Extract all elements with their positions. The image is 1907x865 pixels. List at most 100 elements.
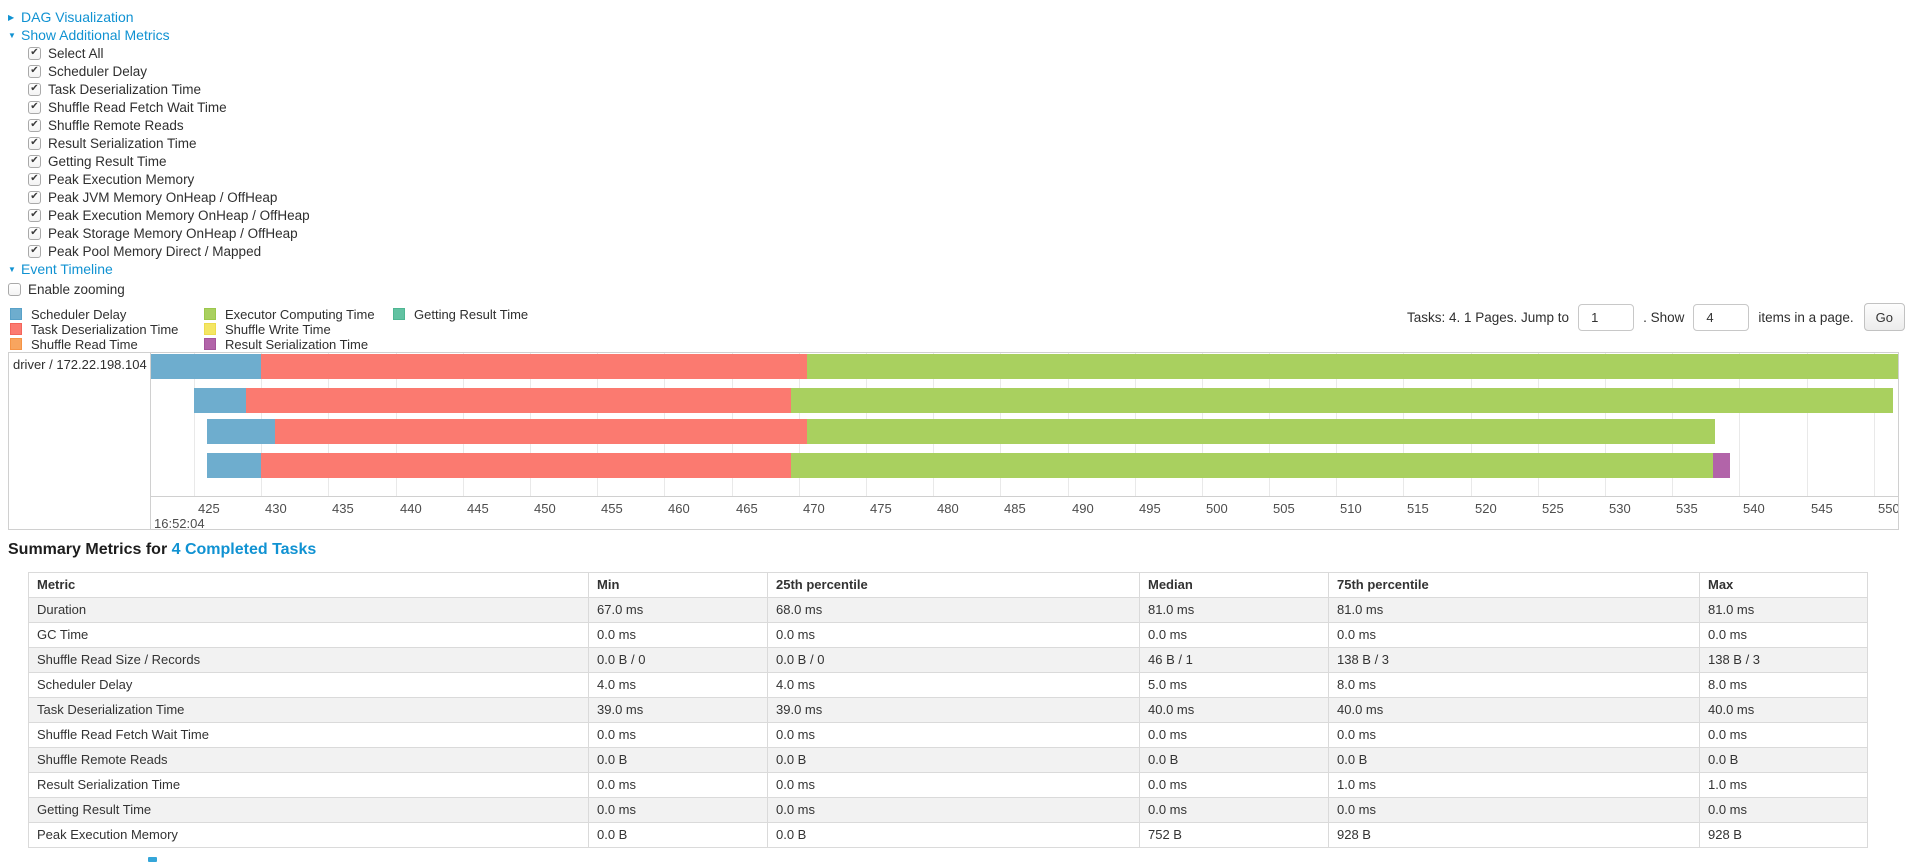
summary-metrics-table: Metric Min 25th percentile Median 75th perce… bbox=[28, 572, 1868, 848]
checkbox-checked[interactable]: ✔ bbox=[28, 244, 41, 258]
event-timeline-label: Event Timeline bbox=[21, 261, 113, 277]
metric-value-cell: 40.0 ms bbox=[1328, 697, 1700, 723]
timeline-task-bar[interactable] bbox=[151, 453, 1898, 478]
metric-value-cell: 40.0 ms bbox=[1139, 697, 1329, 723]
metric-value-cell: 81.0 ms bbox=[1139, 597, 1329, 623]
metric-value-cell: 8.0 ms bbox=[1699, 672, 1868, 698]
metric-option-result-serialization-time[interactable]: ✔ Result Serialization Time bbox=[8, 134, 310, 152]
metric-value-cell: 0.0 ms bbox=[1139, 772, 1329, 798]
checkbox-checked[interactable]: ✔ bbox=[28, 64, 41, 78]
metric-value-cell: 0.0 ms bbox=[1139, 797, 1329, 823]
scheduler-delay-swatch bbox=[10, 308, 22, 320]
segment-executor-computing bbox=[790, 388, 1893, 413]
checkbox-checked[interactable]: ✔ bbox=[28, 136, 41, 150]
gridline bbox=[1807, 353, 1808, 496]
axis-tick-label: 510 bbox=[1340, 501, 1362, 516]
checkbox-checked[interactable]: ✔ bbox=[28, 226, 41, 240]
metric-option-label: Peak Execution Memory OnHeap / OffHeap bbox=[48, 207, 310, 223]
metric-value-cell: 46 B / 1 bbox=[1139, 647, 1329, 673]
axis-tick-label: 460 bbox=[668, 501, 690, 516]
checkbox-checked[interactable]: ✔ bbox=[28, 172, 41, 186]
checkbox-checked[interactable]: ✔ bbox=[28, 100, 41, 114]
timeline-task-bar[interactable] bbox=[151, 419, 1898, 444]
checkbox-checked[interactable]: ✔ bbox=[28, 208, 41, 222]
legend-label: Executor Computing Time bbox=[225, 306, 375, 322]
metric-option-peak-storage-memory-onheap-offheap[interactable]: ✔ Peak Storage Memory OnHeap / OffHeap bbox=[8, 224, 310, 242]
metric-value-cell: 0.0 B bbox=[1139, 747, 1329, 773]
task-deserialization-time-swatch bbox=[10, 323, 22, 335]
metric-value-cell: 0.0 B / 0 bbox=[767, 647, 1140, 673]
metric-value-cell: 138 B / 3 bbox=[1699, 647, 1868, 673]
checkbox-checked[interactable]: ✔ bbox=[28, 154, 41, 168]
go-button[interactable]: Go bbox=[1863, 303, 1905, 331]
metric-value-cell: 8.0 ms bbox=[1328, 672, 1700, 698]
metric-option-getting-result-time[interactable]: ✔ Getting Result Time bbox=[8, 152, 310, 170]
additional-metrics-list: ✔ Select All ✔ Scheduler Delay ✔ Task Deseria… bbox=[8, 44, 310, 260]
segment-scheduler-delay bbox=[207, 453, 262, 478]
metric-name-cell: Shuffle Read Size / Records bbox=[28, 647, 589, 673]
metric-option-peak-jvm-memory-onheap-offheap[interactable]: ✔ Peak JVM Memory OnHeap / OffHeap bbox=[8, 188, 310, 206]
timeline-task-bar[interactable] bbox=[151, 388, 1898, 413]
checkbox-unchecked[interactable] bbox=[8, 282, 21, 296]
axis-tick-label: 445 bbox=[467, 501, 489, 516]
metric-option-shuffle-remote-reads[interactable]: ✔ Shuffle Remote Reads bbox=[8, 116, 310, 134]
gridline bbox=[1739, 353, 1740, 496]
metric-value-cell: 0.0 B bbox=[1699, 747, 1868, 773]
segment-task-deserialization bbox=[261, 453, 791, 478]
metric-value-cell: 0.0 ms bbox=[588, 797, 768, 823]
summary-metrics-heading: Summary Metrics for 4 Completed Tasks bbox=[8, 541, 316, 559]
timeline-plot-area bbox=[151, 353, 1898, 496]
metric-value-cell: 0.0 B bbox=[1328, 747, 1700, 773]
segment-result-serialization bbox=[1712, 453, 1730, 478]
metric-value-cell: 0.0 ms bbox=[767, 797, 1140, 823]
axis-tick-label: 520 bbox=[1475, 501, 1497, 516]
metric-value-cell: 0.0 ms bbox=[1328, 622, 1700, 648]
segment-task-deserialization bbox=[246, 388, 791, 413]
metric-value-cell: 928 B bbox=[1328, 822, 1700, 848]
metric-option-scheduler-delay[interactable]: ✔ Scheduler Delay bbox=[8, 62, 310, 80]
metric-option-peak-execution-memory[interactable]: ✔ Peak Execution Memory bbox=[8, 170, 310, 188]
completed-tasks-link[interactable]: 4 Completed Tasks bbox=[171, 541, 317, 558]
metric-option-peak-pool-memory-direct-mapped[interactable]: ✔ Peak Pool Memory Direct / Mapped bbox=[8, 242, 310, 260]
metric-option-task-deserialization-time[interactable]: ✔ Task Deserialization Time bbox=[8, 80, 310, 98]
axis-tick-label: 470 bbox=[803, 501, 825, 516]
metric-value-cell: 67.0 ms bbox=[588, 597, 768, 623]
metric-option-label: Peak Storage Memory OnHeap / OffHeap bbox=[48, 225, 298, 241]
legend-label: Getting Result Time bbox=[414, 306, 529, 322]
metric-option-peak-execution-memory-onheap-offheap[interactable]: ✔ Peak Execution Memory OnHeap / OffHeap bbox=[8, 206, 310, 224]
task-pagination: Tasks: 4. 1 Pages. Jump to . Show items … bbox=[1403, 302, 1905, 332]
metric-value-cell: 0.0 ms bbox=[588, 772, 768, 798]
stage-controls-panel: ▶ DAG Visualization ▼ Show Additional Me… bbox=[8, 8, 310, 298]
items-per-page-input[interactable] bbox=[1693, 303, 1750, 331]
metric-option-label: Shuffle Remote Reads bbox=[48, 117, 184, 133]
timeline-task-bar[interactable] bbox=[151, 354, 1898, 379]
metric-value-cell: 1.0 ms bbox=[1328, 772, 1700, 798]
dag-visualization-toggle[interactable]: ▶ DAG Visualization bbox=[8, 8, 310, 26]
show-additional-metrics-toggle[interactable]: ▼ Show Additional Metrics bbox=[8, 26, 310, 44]
enable-zooming-option[interactable]: Enable zooming bbox=[8, 280, 310, 298]
axis-tick-label: 455 bbox=[601, 501, 623, 516]
dag-visualization-label: DAG Visualization bbox=[21, 9, 134, 25]
legend-item-task-deserialization-time: Task Deserialization Time bbox=[10, 322, 178, 337]
axis-tick-label: 435 bbox=[332, 501, 354, 516]
checkbox-checked[interactable]: ✔ bbox=[28, 82, 41, 96]
segment-scheduler-delay bbox=[151, 354, 262, 379]
legend-item-shuffle-read-time: Shuffle Read Time bbox=[10, 336, 178, 352]
jump-to-page-input[interactable] bbox=[1578, 303, 1635, 331]
legend-column: Getting Result Time bbox=[393, 307, 528, 322]
metric-option-label: Peak Pool Memory Direct / Mapped bbox=[48, 243, 262, 259]
checkbox-checked[interactable]: ✔ bbox=[28, 190, 41, 204]
metric-option-label: Select All bbox=[48, 45, 104, 61]
legend-label: Shuffle Read Time bbox=[31, 336, 138, 352]
checkbox-checked[interactable]: ✔ bbox=[28, 46, 41, 60]
shuffle-write-time-swatch bbox=[204, 323, 216, 335]
metric-option-shuffle-read-fetch-wait-time[interactable]: ✔ Shuffle Read Fetch Wait Time bbox=[8, 98, 310, 116]
chevron-right-icon: ▶ bbox=[8, 12, 15, 22]
checkbox-checked[interactable]: ✔ bbox=[28, 118, 41, 132]
metric-value-cell: 0.0 ms bbox=[1139, 622, 1329, 648]
metric-name-cell: Shuffle Remote Reads bbox=[28, 747, 589, 773]
metric-option-label: Result Serialization Time bbox=[48, 135, 197, 151]
metric-value-cell: 4.0 ms bbox=[588, 672, 768, 698]
event-timeline-toggle[interactable]: ▼ Event Timeline bbox=[8, 260, 310, 278]
metric-option-select-all[interactable]: ✔ Select All bbox=[8, 44, 310, 62]
